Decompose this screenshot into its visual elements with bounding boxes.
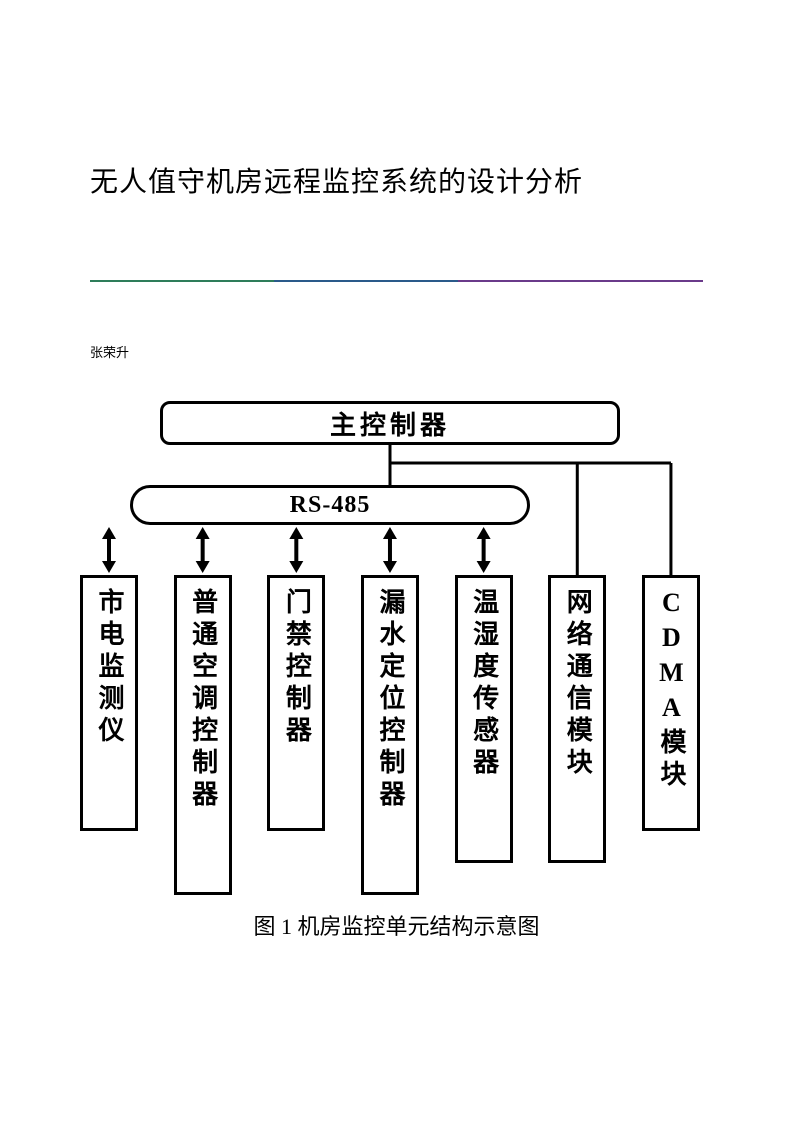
- rs485-bus-box: RS-485: [130, 485, 530, 525]
- figure-caption: 图 1 机房监控单元结构示意图: [90, 909, 703, 941]
- module-label: 门禁控制器: [283, 588, 309, 748]
- module-box: 温湿度传感器: [455, 575, 513, 863]
- module-label: 市电监测仪: [96, 588, 122, 748]
- gradient-divider: [90, 280, 703, 282]
- main-controller-label: 主控制器: [330, 405, 450, 442]
- module-box: 网络通信模块: [548, 575, 606, 863]
- module-box: 门禁控制器: [267, 575, 325, 831]
- module-label: 普通空调控制器: [190, 588, 216, 812]
- module-label: CDMA模块: [658, 588, 684, 792]
- module-box: 漏水定位控制器: [361, 575, 419, 895]
- author-name: 张荣升: [90, 342, 703, 361]
- module-label: 温湿度传感器: [471, 588, 497, 780]
- module-box: CDMA模块: [642, 575, 700, 831]
- module-box: 普通空调控制器: [174, 575, 232, 895]
- page-title: 无人值守机房远程监控系统的设计分析: [90, 160, 703, 200]
- module-box: 市电监测仪: [80, 575, 138, 831]
- module-label: 漏水定位控制器: [377, 588, 403, 812]
- system-diagram: 主控制器 RS-485 市电监测仪 普通空调控制器 门禁控制器 漏水定位控制器 温湿度传…: [80, 401, 700, 895]
- module-label: 网络通信模块: [564, 588, 590, 780]
- main-controller-box: 主控制器: [160, 401, 620, 445]
- rs485-bus-label: RS-485: [290, 492, 371, 519]
- modules-row: 市电监测仪 普通空调控制器 门禁控制器 漏水定位控制器 温湿度传感器 网络通信模块 CDMA…: [80, 575, 700, 895]
